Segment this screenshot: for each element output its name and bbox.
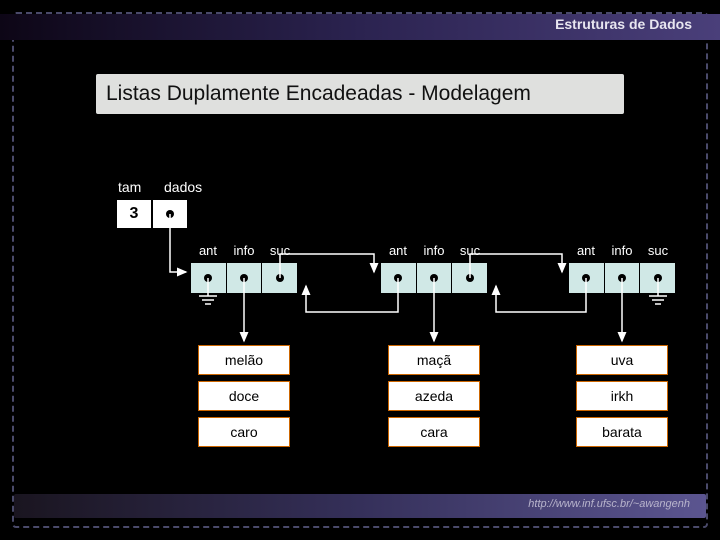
slide-title: Listas Duplamente Encadeadas - Modelagem (96, 74, 624, 114)
list-node (190, 262, 298, 294)
course-title: Estruturas de Dados (555, 16, 692, 32)
field-label-suc: suc (640, 243, 676, 258)
dot-icon (394, 274, 402, 282)
dot-icon (240, 274, 248, 282)
dot-icon (166, 210, 174, 218)
head-tam-cell: 3 (116, 199, 152, 229)
node-data-table: melão doce caro (198, 345, 290, 453)
dot-icon (582, 274, 590, 282)
field-label-suc: suc (452, 243, 488, 258)
field-label-ant: ant (568, 243, 604, 258)
node-data-table: maçã azeda cara (388, 345, 480, 453)
dot-icon (430, 274, 438, 282)
dados-label: dados (164, 179, 202, 195)
footer-url: http://www.inf.ufsc.br/~awangenh (528, 498, 690, 510)
dot-icon (618, 274, 626, 282)
field-label-suc: suc (262, 243, 298, 258)
head-dados-cell (152, 199, 188, 229)
ant-cell (380, 262, 417, 294)
suc-cell (640, 262, 676, 294)
data-cell: uva (576, 345, 668, 375)
ant-cell (568, 262, 605, 294)
dot-icon (654, 274, 662, 282)
info-cell (417, 262, 453, 294)
field-label-ant: ant (190, 243, 226, 258)
node-field-labels: antinfosuc (380, 243, 488, 258)
field-label-ant: ant (380, 243, 416, 258)
info-cell (605, 262, 641, 294)
data-cell: azeda (388, 381, 480, 411)
info-cell (227, 262, 263, 294)
ant-cell (190, 262, 227, 294)
suc-cell (452, 262, 488, 294)
list-node (568, 262, 676, 294)
node-data-table: uva irkh barata (576, 345, 668, 453)
dot-icon (204, 274, 212, 282)
data-cell: doce (198, 381, 290, 411)
field-label-info: info (416, 243, 452, 258)
data-cell: maçã (388, 345, 480, 375)
list-node (380, 262, 488, 294)
suc-cell (262, 262, 298, 294)
data-cell: caro (198, 417, 290, 447)
data-cell: melão (198, 345, 290, 375)
field-label-info: info (226, 243, 262, 258)
dot-icon (466, 274, 474, 282)
node-field-labels: antinfosuc (190, 243, 298, 258)
data-cell: irkh (576, 381, 668, 411)
dot-icon (276, 274, 284, 282)
data-cell: cara (388, 417, 480, 447)
tam-value: 3 (130, 205, 139, 223)
node-field-labels: antinfosuc (568, 243, 676, 258)
tam-label: tam (118, 179, 141, 195)
field-label-info: info (604, 243, 640, 258)
data-cell: barata (576, 417, 668, 447)
